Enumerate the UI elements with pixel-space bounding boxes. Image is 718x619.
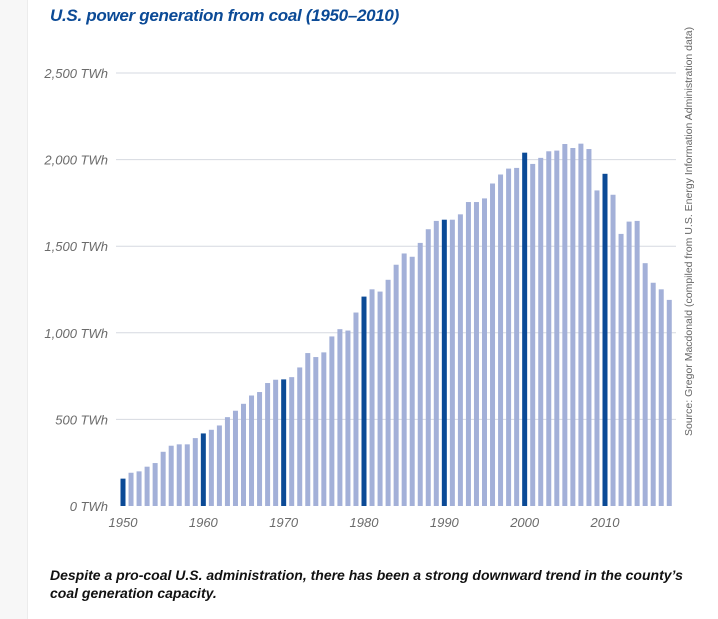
y-tick-label: 2,000 TWh bbox=[43, 153, 108, 168]
bar-2013 bbox=[626, 221, 632, 507]
bar-1951 bbox=[128, 472, 134, 506]
bar-2014 bbox=[634, 220, 640, 507]
bar-1998 bbox=[506, 168, 512, 507]
bar-1992 bbox=[457, 214, 463, 506]
bar-1964 bbox=[232, 410, 238, 506]
bar-2010 bbox=[602, 173, 608, 506]
left-margin-panel bbox=[0, 0, 28, 619]
bar-2016 bbox=[650, 282, 656, 506]
bar-1976 bbox=[329, 336, 335, 506]
bar-1985 bbox=[401, 253, 407, 506]
bar-1986 bbox=[409, 256, 415, 506]
x-tick-label: 2000 bbox=[509, 515, 540, 530]
bar-1983 bbox=[385, 279, 391, 506]
y-tick-label: 1,000 TWh bbox=[44, 326, 108, 341]
bar-1967 bbox=[257, 392, 263, 506]
bar-2018 bbox=[666, 299, 672, 506]
bar-1978 bbox=[345, 330, 351, 506]
bar-1955 bbox=[160, 451, 166, 506]
bar-1960 bbox=[200, 433, 206, 506]
bar-1970 bbox=[281, 379, 287, 506]
bar-2011 bbox=[610, 194, 616, 507]
bar-1958 bbox=[184, 444, 190, 506]
bar-1996 bbox=[490, 183, 496, 507]
bar-1988 bbox=[425, 229, 431, 507]
chart-title: U.S. power generation from coal (1950–20… bbox=[50, 6, 399, 25]
bar-1973 bbox=[305, 353, 311, 506]
bar-1957 bbox=[176, 444, 182, 506]
bar-2000 bbox=[522, 152, 528, 506]
bar-1994 bbox=[473, 202, 479, 506]
bar-chart: 0 TWh 500 TWh 1,000 TWh 1,500 TWh 2,000 TWh 2… bbox=[43, 27, 695, 530]
x-tick-label: 1950 bbox=[109, 515, 139, 530]
y-tick-label: 500 TWh bbox=[55, 412, 108, 427]
x-tick-label: 1990 bbox=[430, 515, 460, 530]
x-tick-label: 1960 bbox=[189, 515, 219, 530]
bar-1984 bbox=[393, 264, 399, 506]
bar-1962 bbox=[216, 425, 222, 506]
bar-2006 bbox=[570, 147, 576, 506]
bar-1950 bbox=[120, 478, 126, 506]
bar-1977 bbox=[337, 329, 343, 506]
bar-2008 bbox=[586, 149, 592, 507]
bar-2009 bbox=[594, 190, 600, 506]
source-note: Source: Gregor Macdonald (compiled from … bbox=[683, 27, 695, 436]
x-tick-label: 1970 bbox=[269, 515, 299, 530]
bar-2002 bbox=[538, 157, 544, 507]
bar-1993 bbox=[465, 202, 471, 506]
bar-2007 bbox=[578, 143, 584, 507]
chart-caption: Despite a pro-coal U.S. administration, … bbox=[50, 567, 683, 601]
bar-1963 bbox=[224, 417, 230, 506]
bar-1961 bbox=[208, 429, 214, 506]
bar-1953 bbox=[144, 466, 150, 506]
bar-1991 bbox=[449, 219, 455, 507]
y-tick-label: 2,500 TWh bbox=[43, 66, 108, 81]
bar-2004 bbox=[554, 150, 560, 506]
x-tick-label: 2010 bbox=[590, 515, 621, 530]
bar-1989 bbox=[433, 220, 439, 507]
bar-2012 bbox=[618, 233, 624, 506]
bar-1968 bbox=[265, 383, 271, 506]
bar-2001 bbox=[530, 163, 536, 506]
bar-1975 bbox=[321, 352, 327, 506]
bar-1979 bbox=[353, 312, 359, 506]
bar-1965 bbox=[241, 403, 246, 506]
bar-1954 bbox=[152, 463, 158, 506]
bar-2003 bbox=[546, 151, 552, 506]
x-tick-label: 1980 bbox=[350, 515, 380, 530]
y-tick-label: 1,500 TWh bbox=[44, 239, 108, 254]
bar-2005 bbox=[562, 144, 568, 506]
bar-1999 bbox=[514, 167, 520, 506]
bars bbox=[120, 143, 672, 507]
bar-1971 bbox=[289, 377, 295, 506]
bar-2015 bbox=[642, 263, 648, 506]
bar-1974 bbox=[313, 357, 319, 506]
x-axis-labels: 1950 1960 1970 1980 1990 2000 2010 bbox=[109, 515, 621, 530]
bar-2017 bbox=[658, 289, 664, 506]
bar-1972 bbox=[297, 367, 303, 506]
bar-1959 bbox=[192, 438, 198, 506]
bar-1969 bbox=[273, 379, 279, 506]
bar-1981 bbox=[369, 289, 375, 506]
bar-1952 bbox=[136, 471, 142, 506]
bar-1987 bbox=[417, 242, 423, 507]
bar-1966 bbox=[249, 395, 255, 506]
bar-1995 bbox=[482, 198, 487, 507]
y-axis-labels: 0 TWh 500 TWh 1,000 TWh 1,500 TWh 2,000 TWh 2… bbox=[43, 66, 108, 514]
bar-1956 bbox=[168, 445, 174, 506]
bar-1980 bbox=[361, 296, 367, 506]
y-tick-label: 0 TWh bbox=[70, 499, 108, 514]
bar-1990 bbox=[441, 219, 447, 507]
bar-1997 bbox=[498, 174, 504, 507]
bar-1982 bbox=[377, 291, 383, 506]
